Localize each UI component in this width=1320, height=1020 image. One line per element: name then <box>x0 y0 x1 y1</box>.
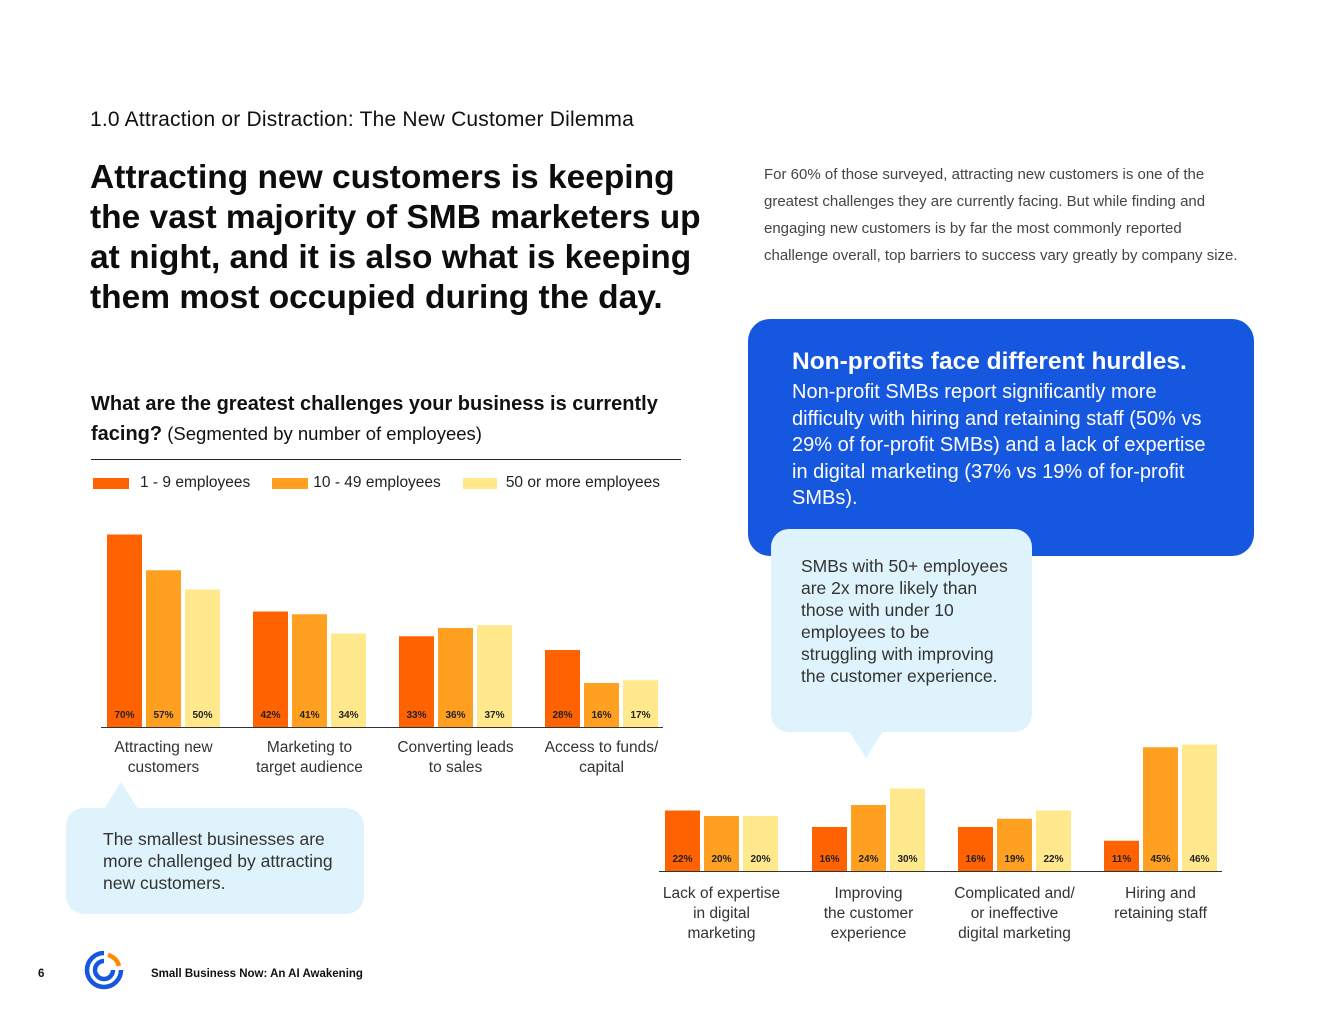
chart-1-bar-value-label: 34% <box>338 710 358 721</box>
chart-2-category-label: marketing <box>687 925 755 942</box>
chart-2-category-label: the customer <box>824 905 914 922</box>
chart-1-category-label: customers <box>128 759 200 776</box>
chart-2-bar <box>1104 840 1139 871</box>
chart-1-bar <box>185 589 220 727</box>
chart-2-category-label: experience <box>831 925 907 942</box>
chart-2-bar <box>890 788 925 871</box>
intro-paragraph: For 60% of those surveyed, attracting ne… <box>764 166 1238 264</box>
chart-2-category-label: Lack of expertise <box>663 885 780 902</box>
chart-2-category-label: in digital <box>693 905 750 922</box>
chart-1-bar-value-label: 33% <box>406 710 426 721</box>
legend-swatch <box>272 477 309 489</box>
chart-1-bar-value-label: 41% <box>299 710 319 721</box>
nonprofit-card: Non-profits face different hurdles. Non-… <box>748 319 1254 556</box>
callout-tail <box>104 782 138 809</box>
chart-2-bar-value-label: 46% <box>1189 854 1209 865</box>
chart-1-bar <box>545 650 580 727</box>
chart-2-bar-value-label: 22% <box>1043 854 1063 865</box>
legend-item-1-9: 1 - 9 employees <box>93 474 250 492</box>
footer-title: Small Business Now: An AI Awakening <box>151 968 363 980</box>
chart-2-category-label: retaining staff <box>1114 905 1207 922</box>
callout-customer-experience: SMBs with 50+ employees are 2x more like… <box>771 529 1032 758</box>
chart-2-bar-value-label: 19% <box>1004 854 1024 865</box>
callout-tail <box>849 731 883 758</box>
chart-2-bar-value-label: 45% <box>1150 854 1170 865</box>
chart-1-bar-value-label: 17% <box>630 710 650 721</box>
chart-2-bar-value-label: 20% <box>750 854 770 865</box>
chart-1-bar <box>623 680 658 727</box>
legend-item-50-plus: 50 or more employees <box>462 474 661 492</box>
constant-contact-logo-icon <box>84 950 124 990</box>
chart-2-bar-value-label: 11% <box>1112 854 1132 865</box>
chart-1-category-label: Attracting new <box>114 739 213 756</box>
chart-question: What are the greatest challenges your bu… <box>91 390 681 460</box>
chart-1-category-label: Access to funds/ <box>545 739 659 756</box>
nonprofit-card-title: Non-profits face different hurdles. <box>792 348 1187 375</box>
chart-1-bar-value-label: 36% <box>445 710 465 721</box>
chart-1-bar <box>146 570 181 727</box>
page-number: 6 <box>38 968 45 980</box>
section-label: 1.0 Attraction or Distraction: The New C… <box>90 108 634 131</box>
chart-2-bar-value-label: 24% <box>858 854 878 865</box>
chart-2-bar <box>1182 744 1217 871</box>
chart-question-note: (Segmented by number of employees) <box>162 423 482 444</box>
chart-1-bar-value-label: 16% <box>591 710 611 721</box>
nonprofit-card-body: Non-profit SMBs report significantly mor… <box>792 381 1206 509</box>
chart-2-bar <box>665 810 700 871</box>
callout-smallest-businesses-text: The smallest businesses are more challen… <box>103 829 333 893</box>
chart-question-text: What are the greatest challenges your bu… <box>91 393 658 445</box>
chart-2-bar-value-label: 20% <box>711 854 731 865</box>
chart-2-bar <box>812 827 847 871</box>
chart-2-category-label: Hiring and <box>1125 885 1196 902</box>
chart-2-category-label: Complicated and/ <box>954 885 1075 902</box>
chart-2-bar-value-label: 30% <box>897 854 917 865</box>
chart-legend: 1 - 9 employees 10 - 49 employees 50 or … <box>93 474 660 492</box>
legend-item-10-49: 10 - 49 employees <box>272 474 441 492</box>
page-headline: Attracting new customers is keeping the … <box>90 159 701 316</box>
chart-2-bar-value-label: 16% <box>965 854 985 865</box>
chart-1-bar-value-label: 28% <box>552 710 572 721</box>
legend-label: 50 or more employees <box>505 474 661 491</box>
chart-1-bar-value-label: 50% <box>192 710 212 721</box>
chart-1-category-label: to sales <box>429 759 483 776</box>
chart-2-bar <box>1143 747 1178 871</box>
chart-1-bar <box>477 625 512 727</box>
chart-2-category-label: digital marketing <box>958 925 1071 942</box>
chart-2-bar <box>704 816 739 871</box>
chart-2-bar <box>1036 810 1071 871</box>
chart-1-category-label: capital <box>579 759 624 776</box>
chart-2-bar-value-label: 22% <box>672 854 692 865</box>
chart-1-bar <box>399 636 434 727</box>
callout-smallest-businesses: The smallest businesses are more challen… <box>66 782 364 914</box>
chart-1-bar-value-label: 57% <box>153 710 173 721</box>
chart-1-category-label: Converting leads <box>397 739 514 756</box>
chart-1-bar <box>331 633 366 727</box>
chart-1-category-label: target audience <box>256 759 363 776</box>
chart-1-bar <box>584 683 619 727</box>
legend-label: 10 - 49 employees <box>313 474 441 491</box>
chart-1-bar-value-label: 37% <box>484 710 504 721</box>
legend-label: 1 - 9 employees <box>140 474 251 491</box>
legend-swatch <box>462 477 497 489</box>
chart-2-bar <box>958 827 993 871</box>
chart-1-bar-value-label: 70% <box>114 710 134 721</box>
legend-swatch <box>93 477 129 489</box>
chart-1-bar <box>253 611 288 727</box>
chart-2-bar <box>851 805 886 871</box>
chart-2-category-label: or ineffective <box>971 905 1059 922</box>
chart-2-category-label: Improving <box>834 885 902 902</box>
chart-1-bar-value-label: 42% <box>260 710 280 721</box>
chart-2-bar <box>997 818 1032 871</box>
chart-2-bar-value-label: 16% <box>819 854 839 865</box>
chart-1-bar <box>107 534 142 727</box>
chart-2-bar <box>743 816 778 871</box>
chart-1-category-label: Marketing to <box>267 739 352 756</box>
chart-1-bar <box>292 614 327 727</box>
callout-customer-experience-text: SMBs with 50+ employees are 2x more like… <box>801 556 1008 686</box>
chart-1-bar <box>438 628 473 727</box>
